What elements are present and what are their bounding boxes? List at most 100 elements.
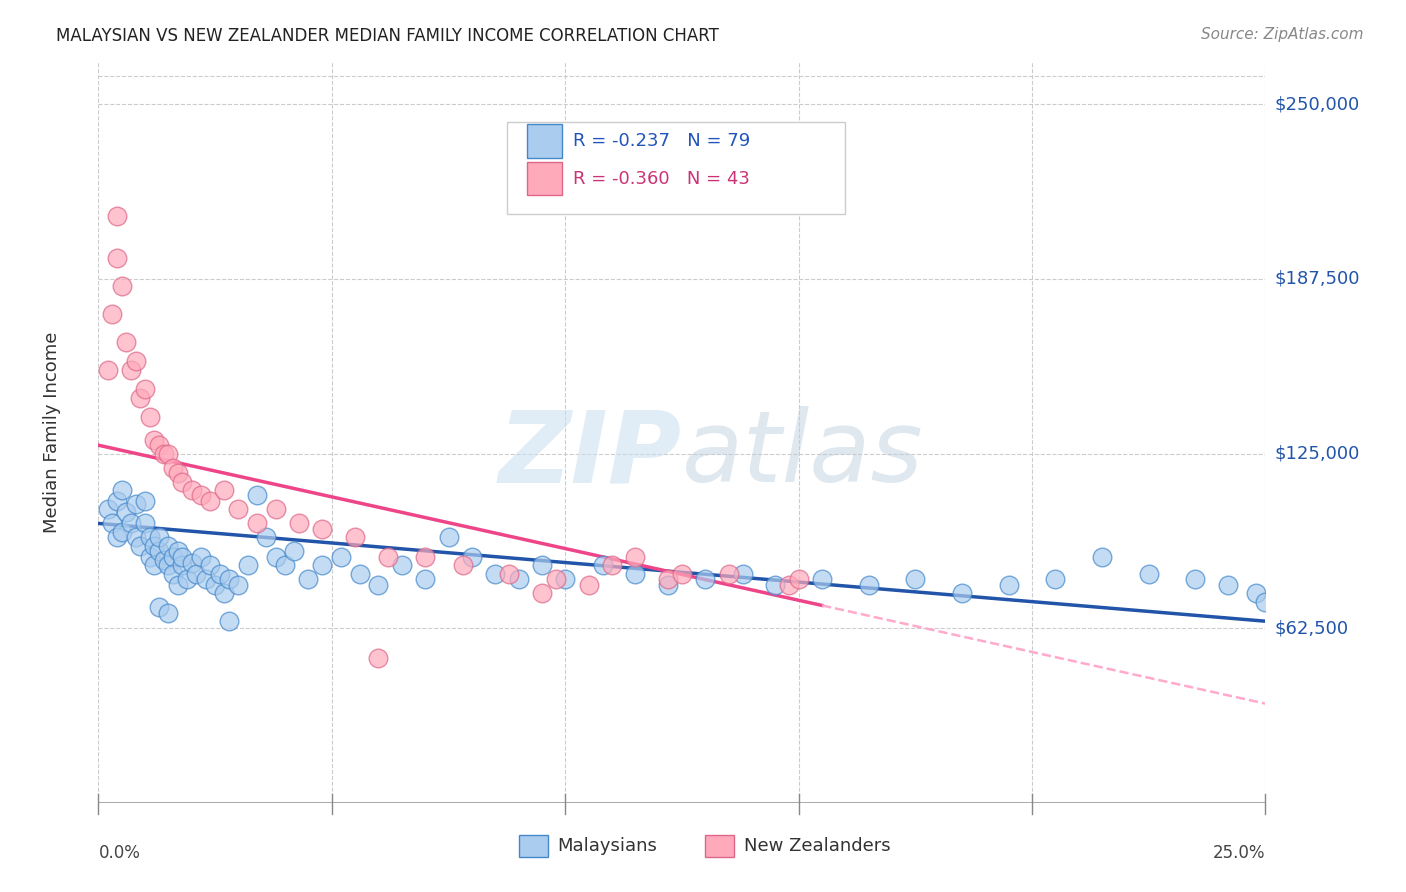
Point bbox=[600, 558, 623, 573]
Point bbox=[731, 566, 754, 581]
Point bbox=[157, 558, 180, 573]
Point bbox=[115, 505, 138, 519]
Point bbox=[148, 544, 170, 558]
Point bbox=[311, 522, 333, 536]
Point bbox=[204, 578, 226, 592]
Text: $125,000: $125,000 bbox=[1275, 444, 1360, 463]
Point bbox=[125, 354, 148, 368]
Point bbox=[451, 558, 474, 573]
Point bbox=[811, 572, 834, 586]
Text: $250,000: $250,000 bbox=[1275, 95, 1360, 113]
Point bbox=[904, 572, 927, 586]
Point bbox=[1244, 586, 1267, 600]
Point bbox=[214, 586, 236, 600]
Point bbox=[484, 566, 506, 581]
Point bbox=[134, 516, 156, 531]
Point bbox=[778, 578, 800, 592]
Point bbox=[787, 572, 810, 586]
Point bbox=[148, 530, 170, 544]
Point bbox=[143, 539, 166, 553]
Point bbox=[391, 558, 413, 573]
Point bbox=[461, 549, 484, 564]
Point bbox=[413, 549, 436, 564]
Point bbox=[544, 572, 567, 586]
Point bbox=[157, 539, 180, 553]
Point bbox=[111, 483, 134, 497]
Point bbox=[129, 391, 152, 405]
FancyBboxPatch shape bbox=[527, 161, 562, 195]
Point bbox=[997, 578, 1019, 592]
Point bbox=[162, 460, 184, 475]
Point bbox=[264, 502, 287, 516]
FancyBboxPatch shape bbox=[527, 124, 562, 158]
Point bbox=[1216, 578, 1239, 592]
Point bbox=[152, 446, 174, 460]
Text: ZIP: ZIP bbox=[499, 407, 682, 503]
FancyBboxPatch shape bbox=[706, 835, 734, 857]
Point bbox=[413, 572, 436, 586]
Point bbox=[186, 566, 208, 581]
Text: $187,500: $187,500 bbox=[1275, 270, 1360, 288]
Point bbox=[143, 558, 166, 573]
Point bbox=[274, 558, 297, 573]
Point bbox=[120, 516, 142, 531]
Text: Source: ZipAtlas.com: Source: ZipAtlas.com bbox=[1201, 27, 1364, 42]
Point bbox=[858, 578, 880, 592]
Point bbox=[246, 516, 269, 531]
Point bbox=[139, 549, 162, 564]
Point bbox=[194, 572, 217, 586]
Point bbox=[236, 558, 259, 573]
Point bbox=[671, 566, 693, 581]
Point bbox=[134, 382, 156, 396]
Point bbox=[228, 578, 250, 592]
Point bbox=[208, 566, 231, 581]
Point bbox=[200, 558, 222, 573]
Point bbox=[218, 572, 240, 586]
Point bbox=[344, 530, 367, 544]
Point bbox=[157, 446, 180, 460]
Point bbox=[367, 578, 389, 592]
Point bbox=[180, 483, 202, 497]
Point bbox=[498, 566, 520, 581]
Text: Malaysians: Malaysians bbox=[557, 837, 657, 855]
Point bbox=[377, 549, 399, 564]
Point bbox=[264, 549, 287, 564]
Point bbox=[578, 578, 600, 592]
Point bbox=[554, 572, 576, 586]
Point bbox=[162, 566, 184, 581]
Point bbox=[148, 438, 170, 452]
Point bbox=[111, 279, 134, 293]
Point bbox=[139, 530, 162, 544]
Point bbox=[105, 530, 128, 544]
Point bbox=[101, 307, 124, 321]
Text: $62,500: $62,500 bbox=[1275, 619, 1348, 637]
Point bbox=[950, 586, 973, 600]
Point bbox=[180, 556, 202, 570]
Point bbox=[105, 494, 128, 508]
Text: 0.0%: 0.0% bbox=[98, 844, 141, 862]
Point bbox=[1091, 549, 1114, 564]
Point bbox=[1137, 566, 1160, 581]
Point bbox=[763, 578, 786, 592]
Point bbox=[508, 572, 530, 586]
Text: Median Family Income: Median Family Income bbox=[42, 332, 60, 533]
Point bbox=[1045, 572, 1067, 586]
Point bbox=[172, 549, 194, 564]
Point bbox=[530, 586, 553, 600]
Point bbox=[657, 572, 679, 586]
Point bbox=[190, 549, 212, 564]
Point bbox=[592, 558, 614, 573]
Point bbox=[166, 544, 188, 558]
Point bbox=[105, 251, 128, 265]
Point bbox=[190, 488, 212, 502]
Text: R = -0.237   N = 79: R = -0.237 N = 79 bbox=[574, 132, 751, 150]
Point bbox=[624, 566, 647, 581]
Point bbox=[166, 466, 188, 480]
Text: New Zealanders: New Zealanders bbox=[744, 837, 890, 855]
Point bbox=[134, 494, 156, 508]
Point bbox=[218, 614, 240, 628]
Point bbox=[256, 530, 278, 544]
Point bbox=[1254, 594, 1277, 608]
Point bbox=[97, 502, 120, 516]
Point bbox=[111, 524, 134, 539]
